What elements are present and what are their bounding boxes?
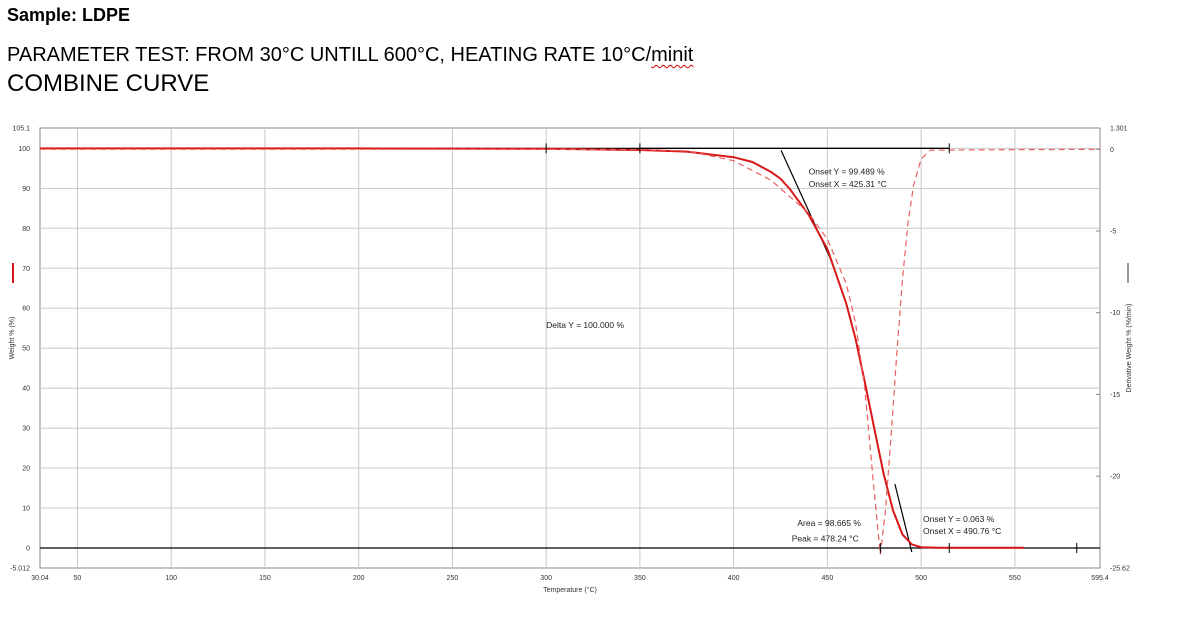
annotation: Onset X = 425.31 °C: [809, 179, 887, 189]
annotation: Delta Y = 100.000 %: [546, 320, 624, 330]
series-line-derivative: [40, 148, 1101, 555]
series-group: [40, 147, 1101, 555]
parameter-text: PARAMETER TEST: FROM 30°C UNTILL 600°C, …: [7, 44, 693, 67]
y-tick-label: 70: [22, 266, 30, 273]
annotation: Onset Y = 0.063 %: [923, 514, 995, 524]
parameter-prefix: PARAMETER TEST: FROM 30°C UNTILL 600°C, …: [7, 44, 652, 66]
x-tick-label: 250: [447, 575, 459, 582]
y2-tick-label: -10: [1110, 310, 1120, 317]
x-tick-label: 200: [353, 575, 365, 582]
y-tick-label: 30: [22, 426, 30, 433]
x-tick-label: 450: [822, 575, 834, 582]
x-tick-label: 100: [165, 575, 177, 582]
y-tick-label: 80: [22, 226, 30, 233]
y2-tick-label: 1.301: [1110, 126, 1128, 133]
parameter-suffix: minit: [651, 44, 694, 66]
y-tick-label: 90: [22, 186, 30, 193]
x-tick-label: 500: [915, 575, 927, 582]
y2-tick-label: -15: [1110, 392, 1120, 399]
y-tick-label: 60: [22, 306, 30, 313]
y-tick-label: 105.1: [12, 126, 30, 133]
y-tick-label: 100: [18, 146, 30, 153]
x-tick-label: 50: [74, 575, 82, 582]
annotation: Onset X = 490.76 °C: [923, 526, 1001, 536]
y-tick-label: 20: [22, 466, 30, 473]
annotation: Onset Y = 99.489 %: [809, 166, 885, 176]
x-tick-label: 595.4: [1091, 575, 1109, 582]
y2-tick-label: -20: [1110, 474, 1120, 481]
y2-tick-label: -25.62: [1110, 566, 1130, 573]
tick-labels: 30.04 50 100 150 200 250 300 350 400 450 500 550 595…: [10, 126, 1130, 583]
x-tick-label: 300: [540, 575, 552, 582]
grid: [40, 128, 1100, 568]
annotation: Peak = 478.24 °C: [792, 534, 859, 544]
annotation: Area = 98.665 %: [797, 518, 861, 528]
y-tick-label: 10: [22, 506, 30, 513]
y-tick-label: -5.012: [10, 566, 30, 573]
y2-axis-label: Derivative Weight % (%/min): [1126, 304, 1133, 393]
y-tick-label: 0: [26, 545, 30, 552]
y-tick-label: 40: [22, 386, 30, 393]
x-tick-label: 150: [259, 575, 271, 582]
curve-title: COMBINE CURVE: [7, 70, 210, 97]
x-tick-label: 30.04: [31, 575, 49, 582]
x-tick-label: 400: [728, 575, 740, 582]
y-axis-label: Weight % (%): [9, 317, 16, 360]
y2-tick-label: 0: [1110, 147, 1114, 154]
x-axis-label: Temperature (°C): [543, 586, 597, 594]
x-tick-label: 550: [1009, 575, 1021, 582]
annotations: Onset Y = 99.489 % Onset X = 425.31 °C Del…: [546, 166, 1001, 543]
marker-ticks: [545, 143, 1078, 553]
y-tick-label: 50: [22, 346, 30, 353]
x-tick-label: 350: [634, 575, 646, 582]
sample-title: Sample: LDPE: [7, 5, 131, 25]
y2-tick-label: -5: [1110, 228, 1116, 235]
